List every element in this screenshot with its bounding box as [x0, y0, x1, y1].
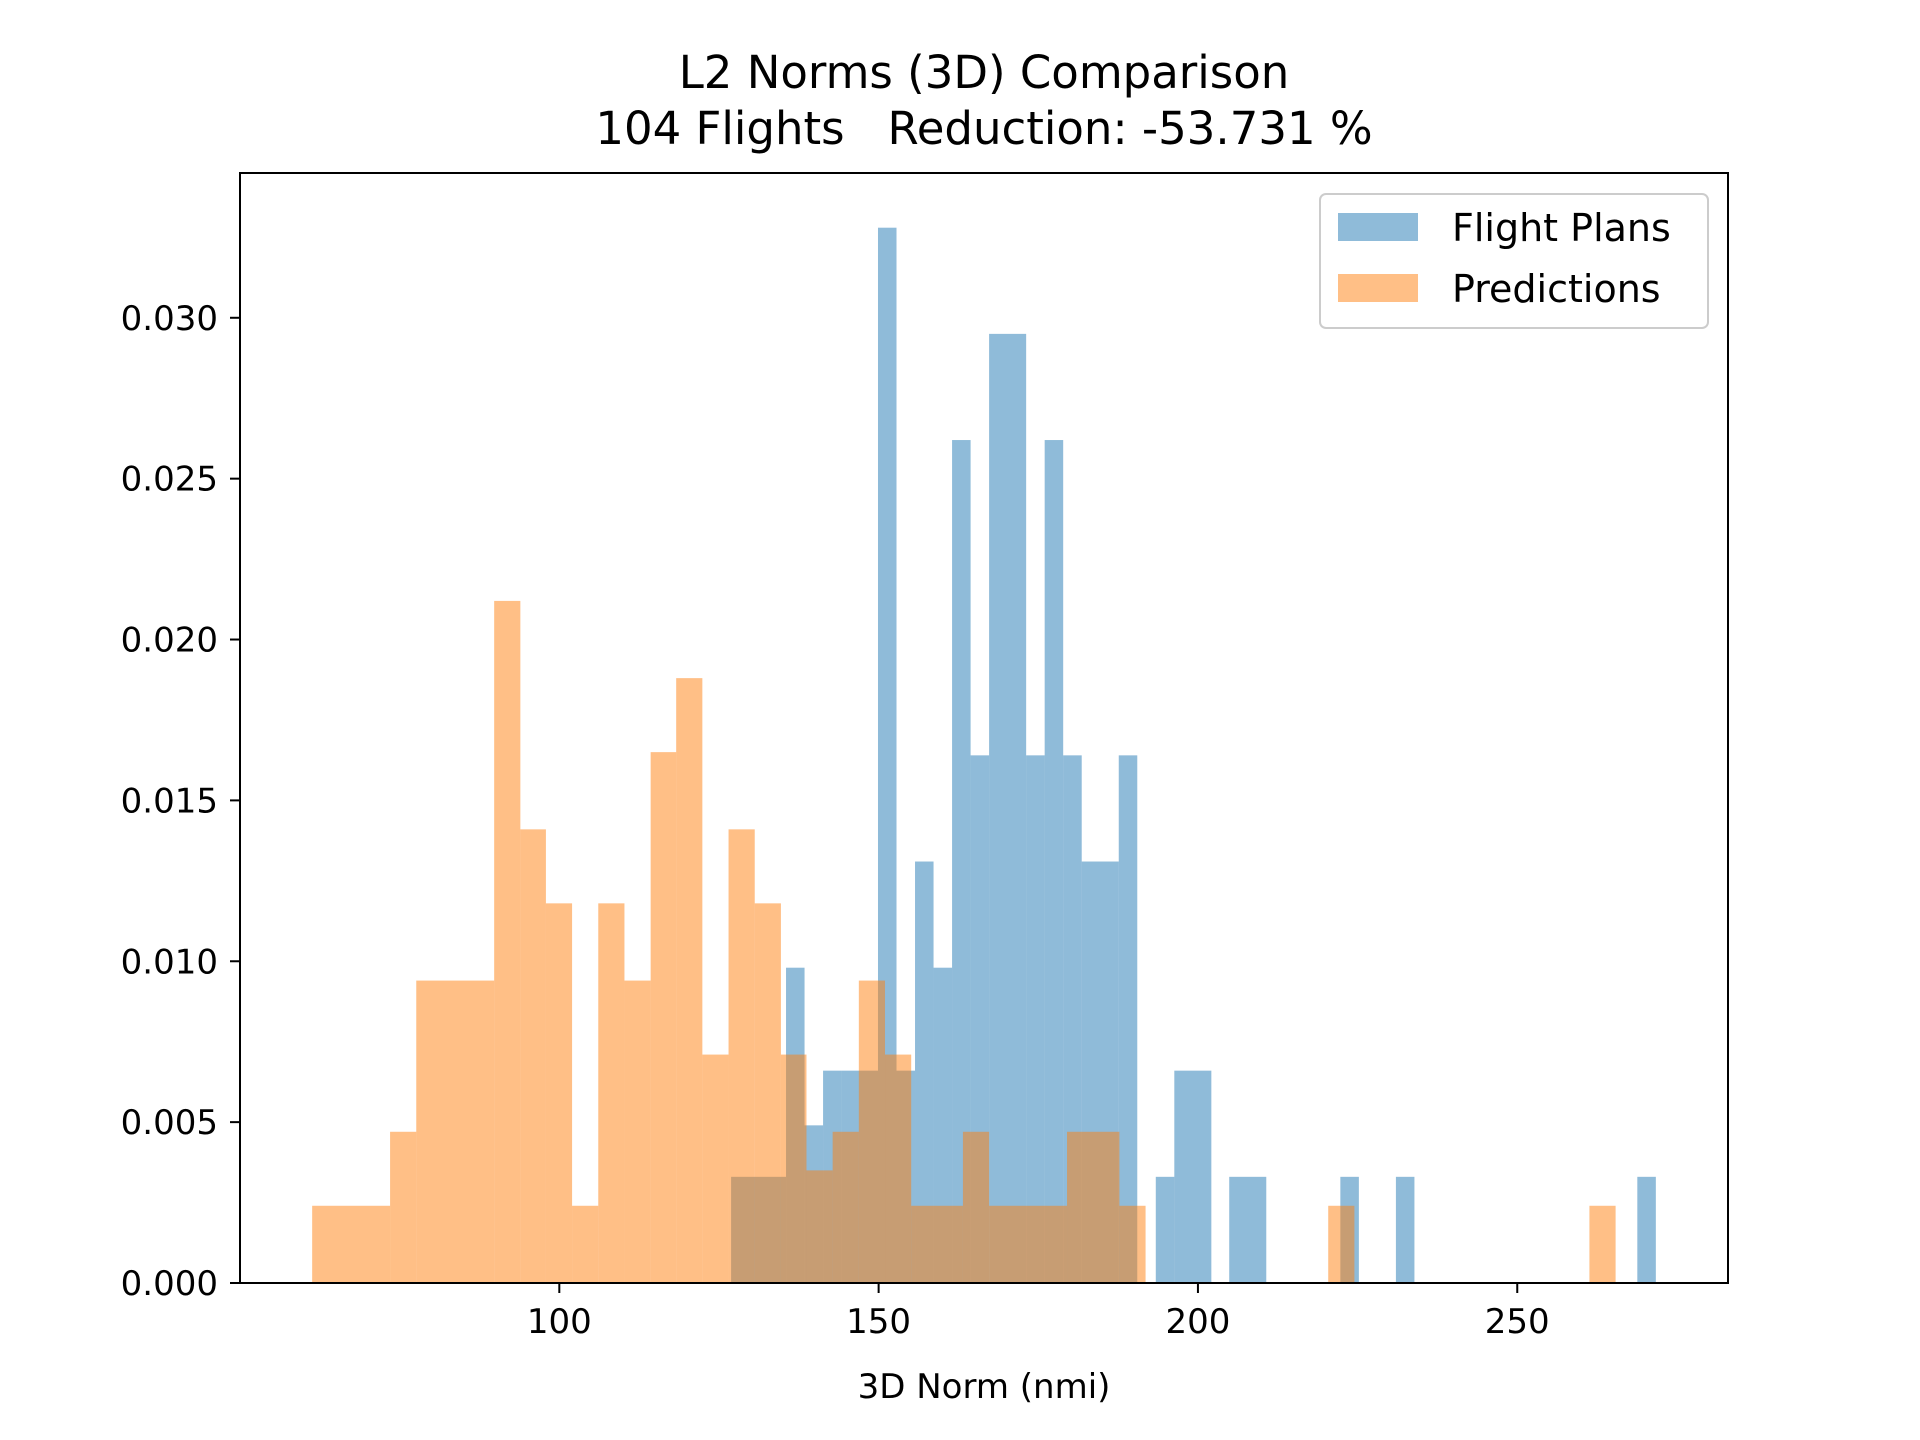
y-tick-label-3: 0.015: [121, 781, 218, 821]
y-tick-label-4: 0.020: [121, 621, 218, 661]
bar-flight-plans-11: [989, 333, 1027, 1283]
x-axis: 100 150 200 250: [527, 1283, 1550, 1342]
bar-predictions-25: [1589, 1205, 1616, 1283]
bar-flight-plans-22: [1637, 1176, 1656, 1283]
plot-frame: [239, 172, 1729, 1284]
bar-flight-plans-18: [1174, 1070, 1212, 1283]
bar-predictions-22: [1067, 1131, 1120, 1283]
bar-predictions-19: [911, 1205, 963, 1283]
bar-predictions-7: [598, 903, 625, 1283]
bar-flight-plans-19: [1229, 1176, 1267, 1283]
bar-predictions-12: [728, 829, 755, 1283]
bar-flight-plans-16: [1118, 755, 1138, 1283]
bar-flight-plans-21: [1395, 1176, 1415, 1283]
bar-predictions-4: [520, 829, 546, 1283]
y-tick-label-5: 0.025: [121, 460, 218, 500]
bar-predictions-23: [1119, 1205, 1146, 1283]
x-tick-label-1: 150: [846, 1302, 911, 1342]
bar-predictions-13: [754, 903, 781, 1283]
y-tick-label-6: 0.030: [121, 299, 218, 339]
bar-predictions-0: [312, 1205, 391, 1283]
bar-predictions-8: [624, 980, 651, 1283]
x-tick-label-0: 100: [527, 1302, 592, 1342]
bar-predictions-15: [806, 1170, 833, 1283]
bar-predictions-20: [962, 1131, 990, 1283]
bar-flight-plans-12: [1026, 755, 1045, 1283]
bar-predictions-24: [1328, 1205, 1355, 1283]
bar-predictions-21: [989, 1205, 1068, 1283]
bar-predictions-11: [702, 1054, 729, 1283]
x-tick-label-3: 250: [1485, 1302, 1550, 1342]
bar-predictions-1: [390, 1131, 417, 1283]
bar-predictions-10: [676, 678, 703, 1283]
bar-predictions-18: [885, 1054, 912, 1283]
bar-predictions-9: [650, 752, 677, 1283]
bar-flight-plans-17: [1155, 1176, 1175, 1283]
chart-subtitle: 104 Flights Reduction: -53.731 %: [595, 102, 1372, 155]
y-tick-label-0: 0.000: [121, 1264, 218, 1304]
legend-label-flight-plans: Flight Plans: [1452, 206, 1671, 250]
x-tick-label-2: 200: [1165, 1302, 1230, 1342]
y-tick-label-1: 0.005: [121, 1103, 218, 1143]
y-tick-label-2: 0.010: [121, 942, 218, 982]
bar-predictions-14: [780, 1054, 807, 1283]
bar-flight-plans-8: [933, 967, 953, 1283]
bar-predictions-17: [858, 980, 886, 1283]
bar-flight-plans-9: [952, 440, 971, 1283]
legend-swatch-flight-plans: [1338, 213, 1418, 241]
bars-layer: [312, 227, 1656, 1284]
bar-predictions-3: [494, 600, 521, 1283]
chart-title: L2 Norms (3D) Comparison: [679, 46, 1290, 99]
bar-predictions-6: [572, 1205, 599, 1283]
y-axis: 0.000 0.005 0.010 0.015 0.020 0.025 0.030: [121, 299, 240, 1304]
bar-predictions-2: [416, 980, 495, 1283]
bar-flight-plans-7: [915, 861, 934, 1283]
legend: Flight Plans Predictions: [1319, 193, 1709, 329]
legend-label-predictions: Predictions: [1452, 267, 1661, 311]
x-axis-label: 3D Norm (nmi): [858, 1367, 1111, 1407]
bar-flight-plans-13: [1044, 440, 1064, 1283]
legend-swatch-predictions: [1338, 274, 1418, 302]
bar-predictions-5: [545, 903, 573, 1283]
bar-predictions-16: [832, 1131, 859, 1283]
